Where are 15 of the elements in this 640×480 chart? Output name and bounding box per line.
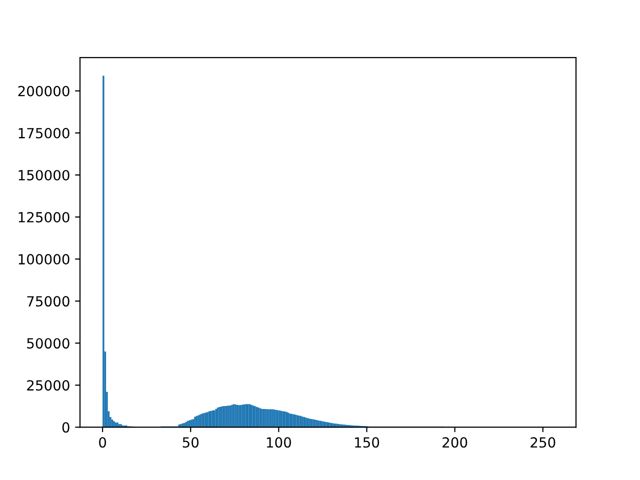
x-tick-label: 250 bbox=[530, 437, 556, 448]
x-tick-label: 100 bbox=[266, 437, 292, 448]
y-tick-label: 100000 bbox=[18, 254, 70, 265]
x-tick-label: 50 bbox=[182, 437, 199, 448]
y-tick-label: 75000 bbox=[27, 296, 70, 307]
y-tick-label: 125000 bbox=[18, 212, 70, 222]
x-tick-label: 200 bbox=[442, 437, 468, 448]
y-tick-label: 0 bbox=[62, 422, 70, 433]
y-tick-label: 200000 bbox=[18, 86, 70, 96]
x-tick-label: 150 bbox=[355, 437, 380, 448]
x-tick-label: 0 bbox=[99, 437, 106, 448]
y-tick-label: 50000 bbox=[27, 338, 70, 349]
y-tick-label: 175000 bbox=[18, 128, 70, 138]
y-tick-label: 150000 bbox=[18, 170, 70, 180]
y-tick-label: 25000 bbox=[27, 380, 70, 391]
